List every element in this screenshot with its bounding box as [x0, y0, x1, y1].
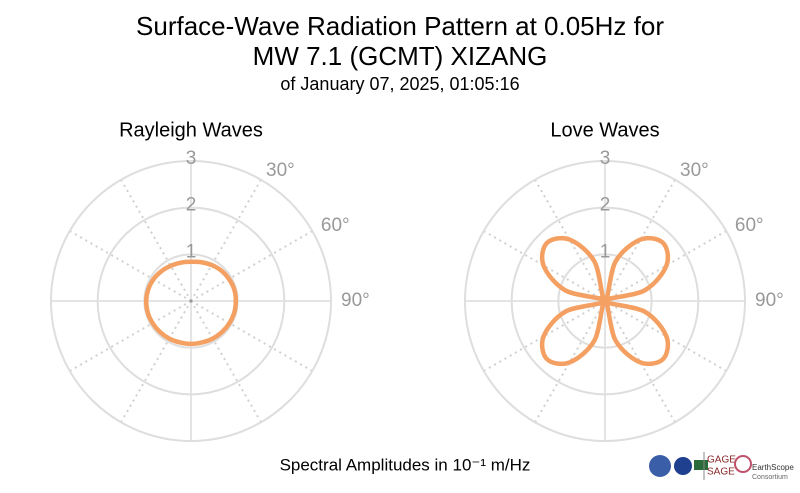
ring-grid-line: [50, 160, 332, 442]
theta-tick-label: 30°: [266, 160, 295, 181]
r-tick-label: 3: [600, 148, 611, 169]
logo-earthscope: [734, 455, 752, 473]
theta-tick-label: 30°: [680, 160, 709, 181]
title-line: Surface-Wave Radiation Pattern at 0.05Hz…: [136, 11, 664, 41]
logo-usgs: [694, 460, 708, 470]
ring-grid-line: [96, 206, 286, 396]
pattern-line: [143, 259, 239, 347]
r-tick-label: 1: [186, 241, 197, 262]
theta-tick-label: 90°: [341, 290, 370, 311]
ring-grid-line: [510, 206, 700, 396]
logo-nasa: [674, 457, 692, 475]
logo-text: GAGE: [707, 455, 736, 466]
logos: GAGE SAGE EarthScope Consortium: [649, 452, 794, 481]
center-dot: [189, 299, 193, 303]
r-tick-label: 2: [600, 195, 611, 216]
theta-tick-label: 90°: [755, 290, 784, 311]
spoke-grid-line: [190, 300, 313, 372]
spoke-grid-line: [120, 179, 192, 302]
logo-nsf: [649, 455, 671, 477]
spoke-grid-line: [120, 300, 192, 423]
caption: Spectral Amplitudes in 10⁻¹ m/Hz: [280, 455, 531, 474]
title-line: MW 7.1 (GCMT) XIZANG: [253, 41, 548, 71]
spoke-grid-line: [190, 179, 262, 302]
r-tick-label: 3: [186, 148, 197, 169]
r-tick-label: 1: [600, 241, 611, 262]
logo-text: SAGE: [707, 467, 735, 478]
theta-tick-label: 60°: [735, 215, 764, 236]
theta-tick-label: 60°: [321, 215, 350, 236]
pattern-line: [539, 235, 671, 367]
subtitle: of January 07, 2025, 01:05:16: [280, 74, 519, 94]
logo-text: Consortium: [752, 474, 788, 481]
chart-title: Love Waves: [550, 119, 659, 141]
spoke-grid-line: [190, 300, 262, 423]
chart-title: Rayleigh Waves: [119, 119, 263, 141]
ring-grid-line: [464, 160, 746, 442]
ring-grid-line: [557, 253, 653, 349]
r-tick-label: 2: [186, 195, 197, 216]
spoke-grid-line: [69, 300, 192, 372]
logo-text: EarthScope: [752, 463, 794, 472]
